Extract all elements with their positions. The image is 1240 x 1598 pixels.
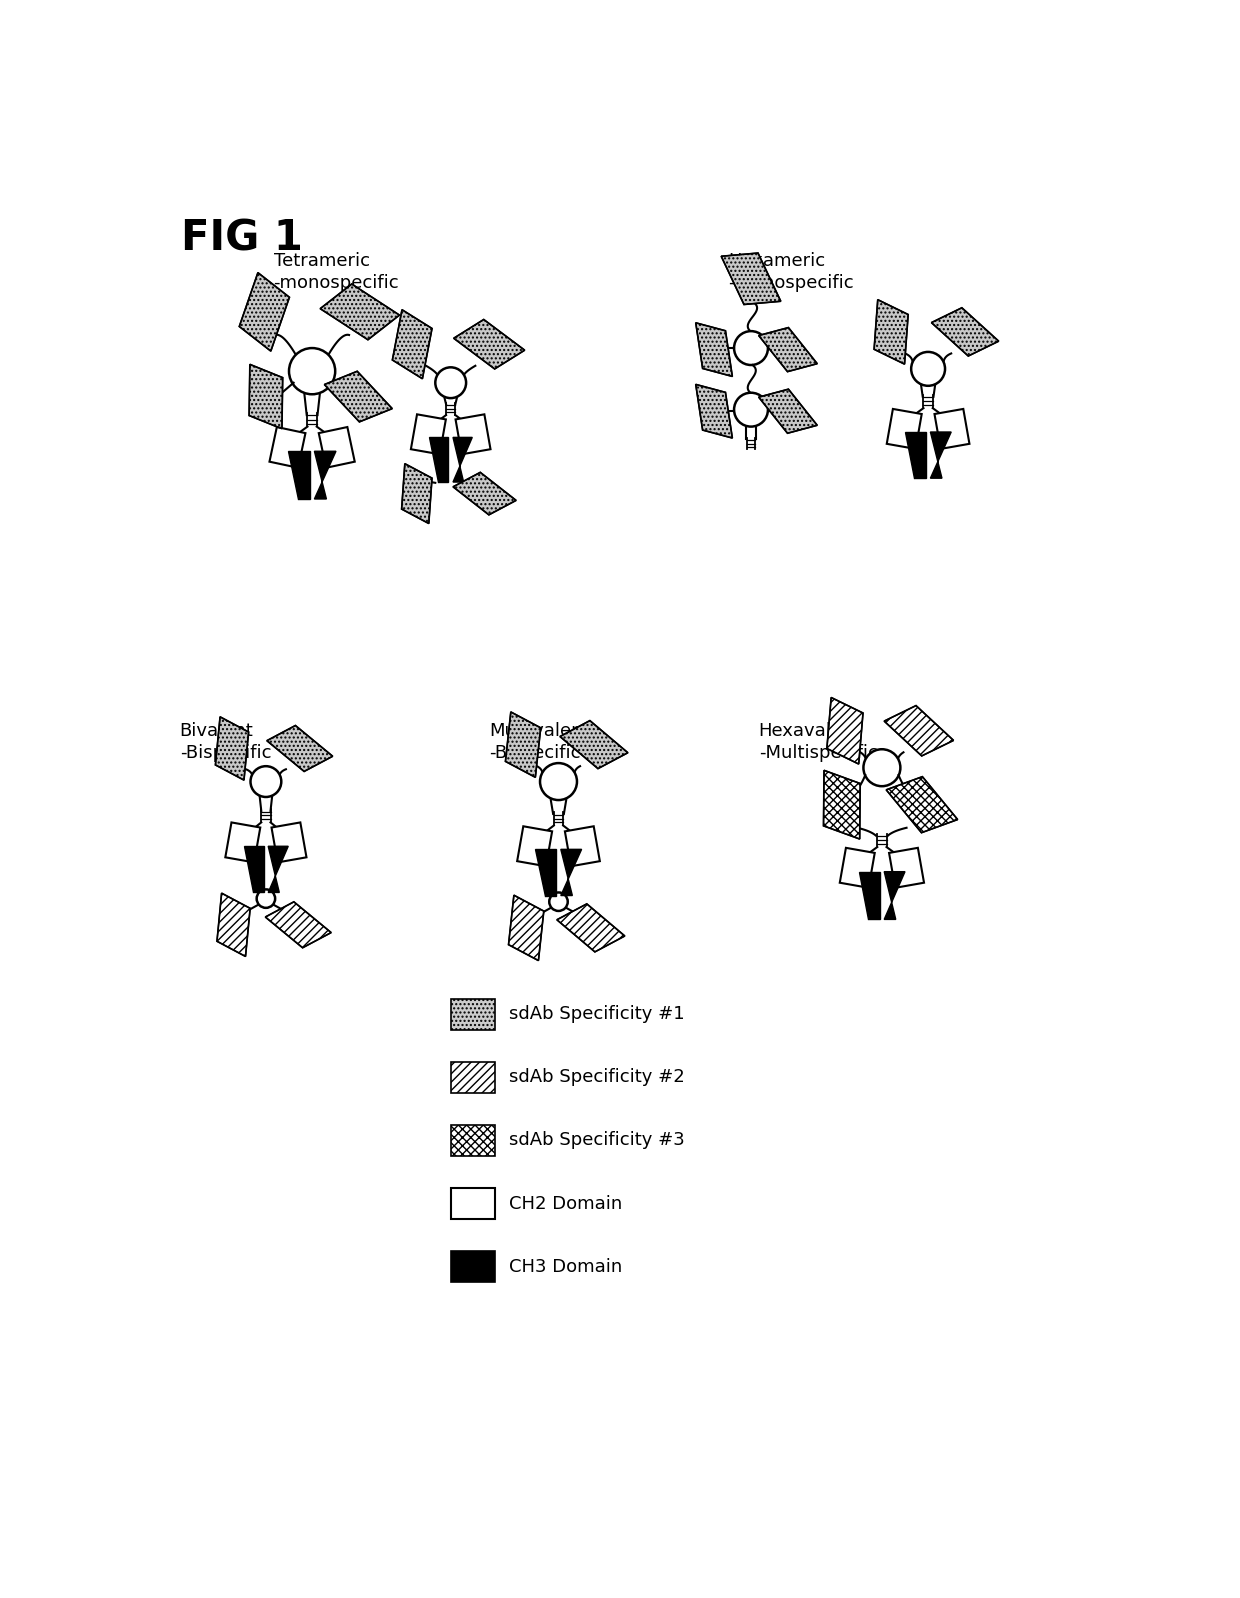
Circle shape xyxy=(911,352,945,385)
Polygon shape xyxy=(905,431,926,478)
Polygon shape xyxy=(243,847,264,892)
FancyBboxPatch shape xyxy=(450,1251,495,1282)
Polygon shape xyxy=(887,409,921,449)
Text: sdAb Specificity #1: sdAb Specificity #1 xyxy=(510,1005,684,1023)
Polygon shape xyxy=(506,713,541,777)
Polygon shape xyxy=(320,284,399,340)
Polygon shape xyxy=(455,414,491,454)
Polygon shape xyxy=(269,427,305,468)
Text: sdAb Specificity #2: sdAb Specificity #2 xyxy=(510,1067,684,1087)
Polygon shape xyxy=(889,849,924,888)
Circle shape xyxy=(289,348,335,395)
Polygon shape xyxy=(315,451,336,499)
Polygon shape xyxy=(410,414,446,454)
Polygon shape xyxy=(935,409,970,449)
Polygon shape xyxy=(930,431,951,478)
Polygon shape xyxy=(560,721,627,769)
Text: Multivalent
-Bispecific: Multivalent -Bispecific xyxy=(490,722,590,762)
Polygon shape xyxy=(722,252,781,305)
FancyBboxPatch shape xyxy=(450,1189,495,1219)
Polygon shape xyxy=(217,893,250,957)
Polygon shape xyxy=(226,823,260,863)
Polygon shape xyxy=(517,826,552,866)
Polygon shape xyxy=(759,328,817,372)
Polygon shape xyxy=(874,300,908,364)
FancyBboxPatch shape xyxy=(450,1125,495,1155)
Polygon shape xyxy=(839,849,874,888)
Circle shape xyxy=(539,764,577,801)
Polygon shape xyxy=(696,323,733,377)
Polygon shape xyxy=(288,451,310,499)
Polygon shape xyxy=(453,473,516,515)
Polygon shape xyxy=(557,904,625,952)
Polygon shape xyxy=(560,850,582,895)
Polygon shape xyxy=(453,438,472,483)
Polygon shape xyxy=(823,770,861,839)
Polygon shape xyxy=(887,777,957,833)
Polygon shape xyxy=(454,320,525,369)
FancyBboxPatch shape xyxy=(450,1061,495,1093)
Polygon shape xyxy=(216,718,249,780)
Polygon shape xyxy=(272,823,306,863)
Polygon shape xyxy=(859,871,879,919)
Polygon shape xyxy=(249,364,283,428)
Polygon shape xyxy=(239,273,289,352)
Polygon shape xyxy=(265,901,331,948)
Polygon shape xyxy=(508,895,544,960)
Polygon shape xyxy=(759,390,817,433)
Polygon shape xyxy=(536,850,557,895)
Polygon shape xyxy=(319,427,355,468)
Text: CH2 Domain: CH2 Domain xyxy=(510,1195,622,1213)
Circle shape xyxy=(549,892,568,911)
Polygon shape xyxy=(402,463,432,524)
Text: CH3 Domain: CH3 Domain xyxy=(510,1258,622,1275)
Polygon shape xyxy=(429,438,449,483)
Polygon shape xyxy=(884,706,954,756)
Text: Tetrameric
-monospecific: Tetrameric -monospecific xyxy=(274,252,399,292)
Circle shape xyxy=(257,890,275,908)
Polygon shape xyxy=(884,871,905,919)
Circle shape xyxy=(734,331,768,364)
Polygon shape xyxy=(931,308,998,356)
FancyBboxPatch shape xyxy=(450,999,495,1029)
Polygon shape xyxy=(268,847,288,892)
Polygon shape xyxy=(565,826,600,866)
Text: Hexameric
-monospecific: Hexameric -monospecific xyxy=(728,252,853,292)
Polygon shape xyxy=(696,385,733,438)
Text: sdAb Specificity #3: sdAb Specificity #3 xyxy=(510,1131,684,1149)
Text: Bivalent
-Bispecific: Bivalent -Bispecific xyxy=(180,722,272,762)
Polygon shape xyxy=(267,725,332,772)
Polygon shape xyxy=(325,371,392,422)
Circle shape xyxy=(734,393,768,427)
Circle shape xyxy=(435,368,466,398)
Text: Hexavalent
-Multispecific: Hexavalent -Multispecific xyxy=(759,722,878,762)
Polygon shape xyxy=(827,697,863,764)
Circle shape xyxy=(250,765,281,797)
Circle shape xyxy=(863,749,900,786)
Text: FIG 1: FIG 1 xyxy=(181,217,303,259)
Polygon shape xyxy=(392,310,432,379)
